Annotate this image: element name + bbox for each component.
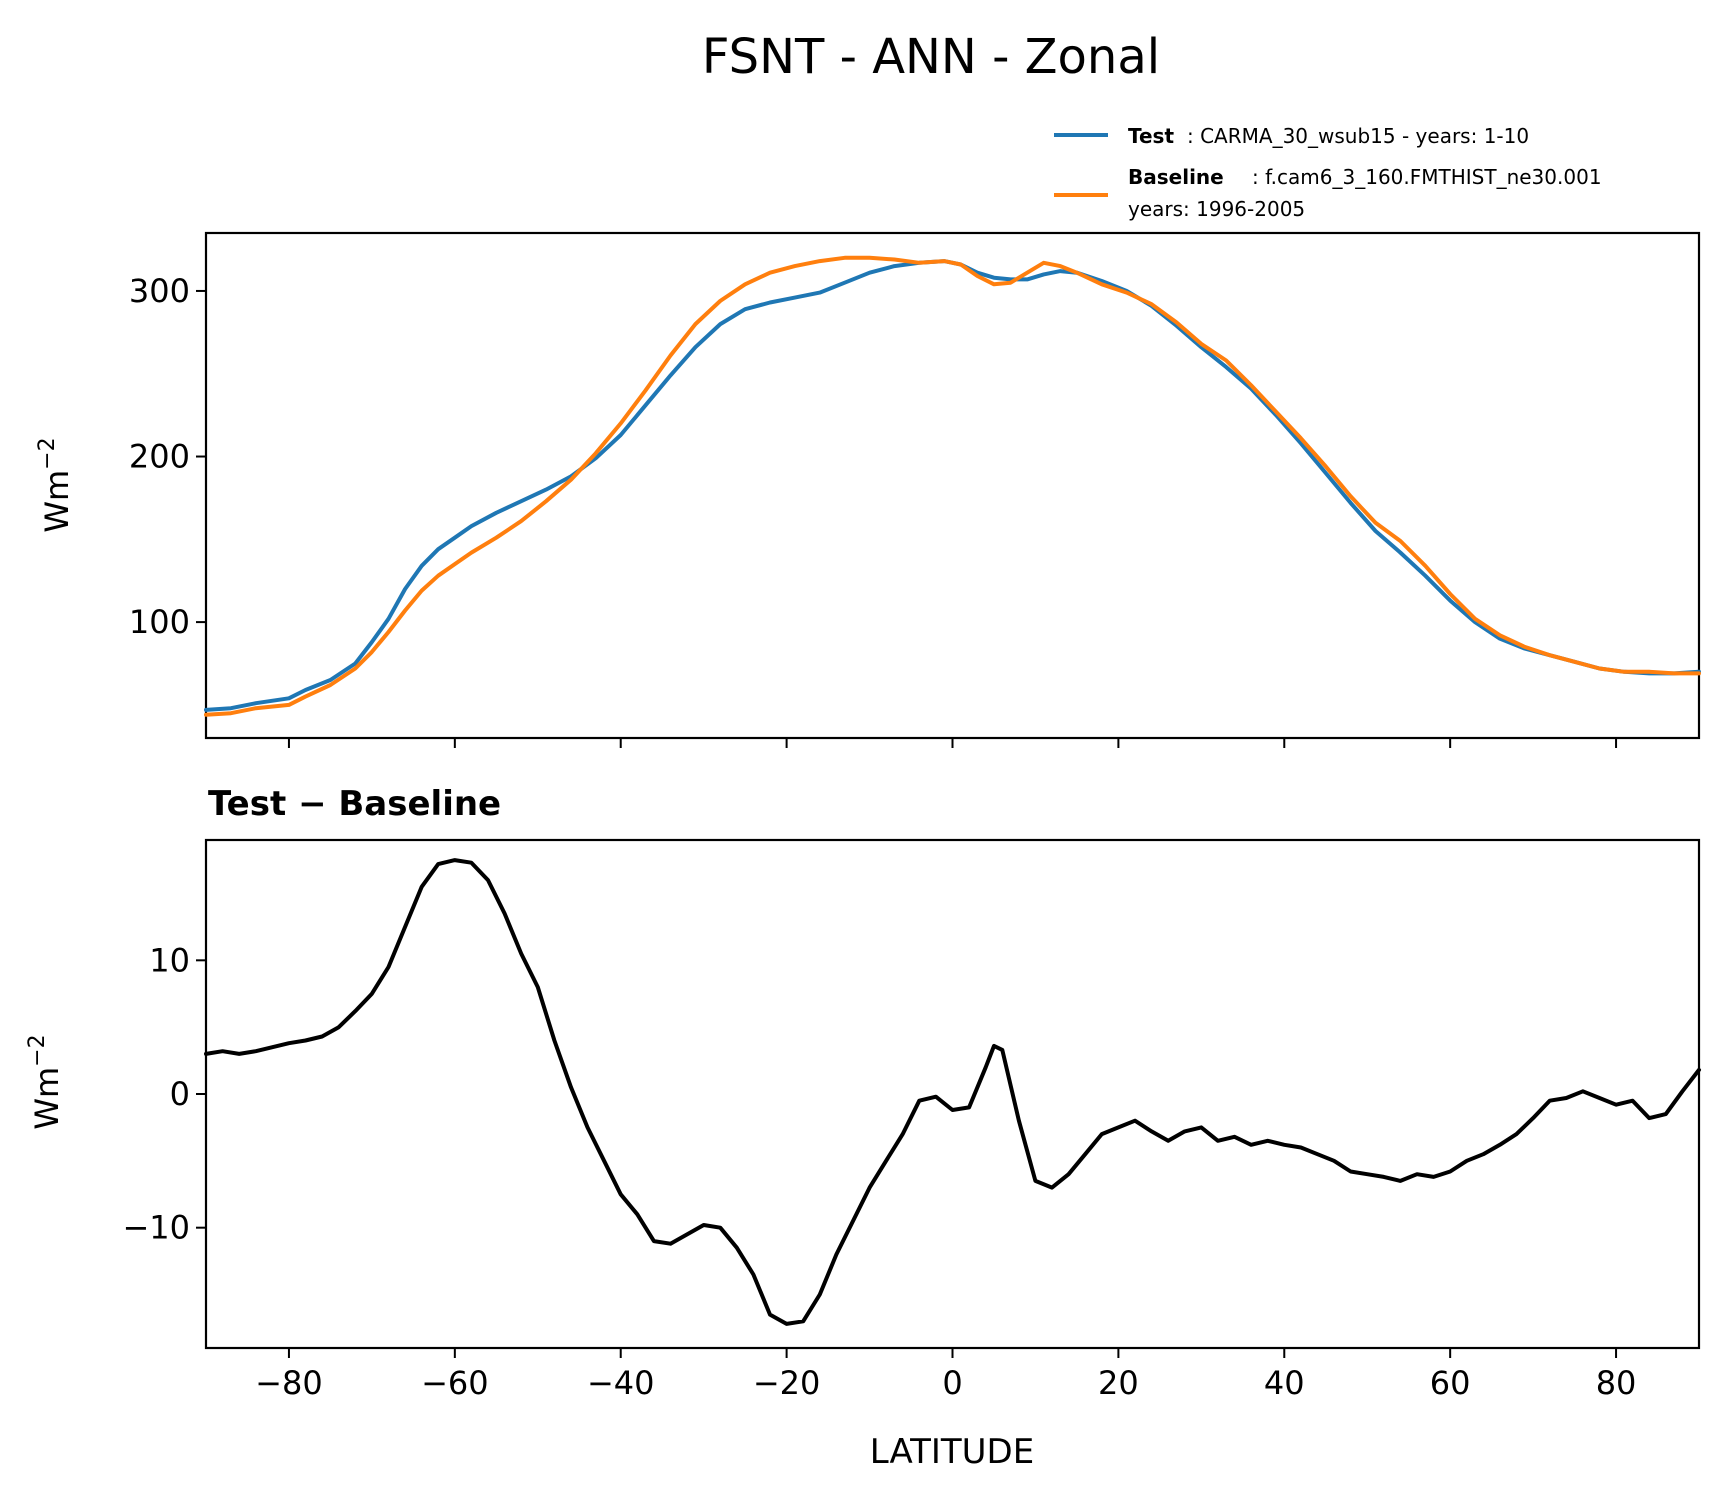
bottom-y-axis-label: Wm−2 — [25, 1034, 66, 1129]
legend-baseline-years: years: 1996-2005 — [1128, 197, 1305, 221]
top-y-tick-label: 200 — [129, 438, 190, 476]
legend-baseline-label: Baseline — [1128, 165, 1224, 189]
bottom-x-tick-label: 40 — [1264, 1364, 1305, 1402]
top-series — [204, 255, 1701, 717]
top-y-axis-label: Wm−2 — [35, 437, 76, 532]
top-y-tick-label: 100 — [129, 603, 190, 641]
bottom-series — [204, 858, 1701, 1326]
bottom-x-tick-label: −20 — [753, 1364, 821, 1402]
bottom-x-ticks: −80 −60 −40 −20 0 20 40 60 80 — [255, 1348, 1636, 1402]
bottom-x-tick-label: 60 — [1430, 1364, 1471, 1402]
legend-test-label: Test — [1128, 124, 1174, 148]
bottom-x-tick-label: −40 — [587, 1364, 655, 1402]
legend-baseline-text: : f.cam6_3_160.FMTHIST_ne30.001 — [1252, 165, 1602, 189]
figure-title: FSNT - ANN - Zonal — [702, 29, 1160, 85]
top-series-baseline — [204, 255, 1701, 717]
top-y-tick-label: 300 — [129, 272, 190, 310]
top-plot-frame — [204, 231, 1701, 740]
bottom-panel: Test − Baseline −10 0 10 −80 −60 −40 −20 0 20 40… — [25, 784, 1701, 1472]
legend-test-text: : CARMA_30_wsub15 - years: 1-10 — [1187, 124, 1529, 148]
bottom-x-tick-label: 0 — [942, 1364, 962, 1402]
top-y-ticks: 100 200 300 — [129, 272, 206, 641]
bottom-plot-frame — [204, 838, 1701, 1350]
legend: Test : CARMA_30_wsub15 - years: 1-10 Bas… — [1054, 124, 1602, 221]
bottom-y-tick-label: 10 — [149, 941, 190, 979]
x-axis-label: LATITUDE — [870, 1432, 1034, 1472]
bottom-series-test-baseline — [204, 858, 1701, 1326]
bottom-y-tick-label: 0 — [170, 1075, 190, 1113]
bottom-panel-title: Test − Baseline — [208, 784, 501, 824]
bottom-y-tick-label: −10 — [122, 1209, 190, 1247]
bottom-y-ticks: −10 0 10 — [122, 941, 206, 1247]
top-series-test — [204, 259, 1701, 712]
bottom-x-tick-label: 20 — [1098, 1364, 1139, 1402]
top-x-ticks — [287, 738, 1618, 748]
bottom-x-tick-label: −60 — [421, 1364, 489, 1402]
bottom-x-tick-label: 80 — [1596, 1364, 1637, 1402]
bottom-x-tick-label: −80 — [255, 1364, 323, 1402]
top-panel: 100 200 300 Wm−2 — [35, 231, 1701, 748]
